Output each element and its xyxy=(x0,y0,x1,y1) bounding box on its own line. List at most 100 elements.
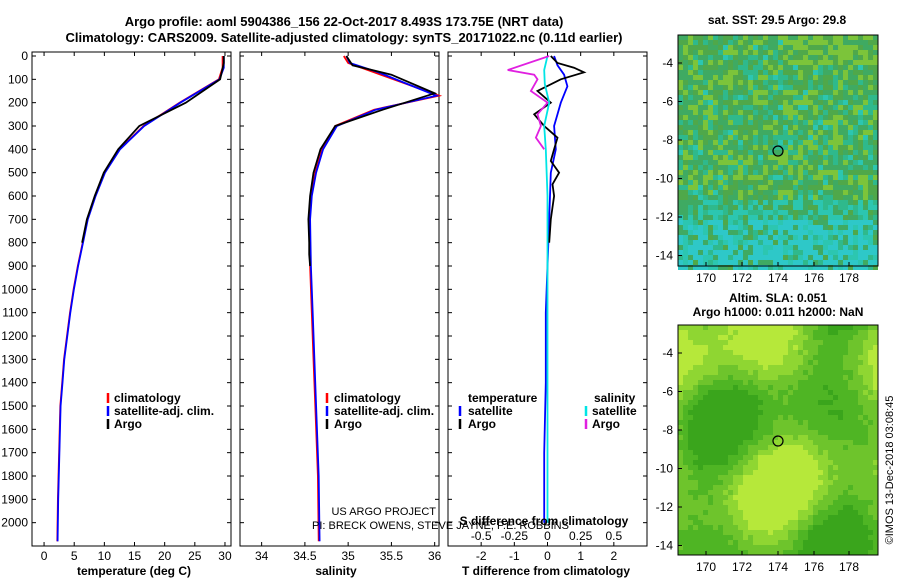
map-cell xyxy=(743,95,748,100)
map-cell xyxy=(823,195,828,200)
map-cell xyxy=(718,55,723,60)
map-cell xyxy=(738,60,743,65)
map-cell xyxy=(708,215,713,220)
map-cell xyxy=(818,465,823,470)
map-cell xyxy=(698,420,703,425)
map-cell xyxy=(793,195,798,200)
map-cell xyxy=(733,520,738,525)
map-cell xyxy=(848,160,853,165)
map-cell xyxy=(788,95,793,100)
map-cell xyxy=(808,235,813,240)
map-cell xyxy=(688,540,693,545)
map-cell xyxy=(843,205,848,210)
map-cell xyxy=(728,495,733,500)
map-cell xyxy=(753,250,758,255)
map-cell xyxy=(793,225,798,230)
map-cell xyxy=(868,455,873,460)
map-cell xyxy=(763,175,768,180)
map-cell xyxy=(733,50,738,55)
map-cell xyxy=(823,220,828,225)
map-cell xyxy=(863,135,868,140)
map-cell xyxy=(683,260,688,265)
map-cell xyxy=(693,480,698,485)
map-cell xyxy=(873,110,878,115)
map-cell xyxy=(738,530,743,535)
map-cell xyxy=(758,55,763,60)
map-cell xyxy=(768,230,773,235)
map-cell xyxy=(848,230,853,235)
map-cell xyxy=(703,130,708,135)
map-cell xyxy=(758,195,763,200)
x-tick-label: 2 xyxy=(610,549,617,563)
map-cell xyxy=(683,335,688,340)
map-cell xyxy=(698,510,703,515)
map-cell xyxy=(718,480,723,485)
map-cell xyxy=(763,335,768,340)
map-cell xyxy=(788,355,793,360)
map-cell xyxy=(728,80,733,85)
map-cell xyxy=(818,65,823,70)
map-cell xyxy=(703,505,708,510)
map-cell xyxy=(843,235,848,240)
map-cell xyxy=(848,410,853,415)
map-cell xyxy=(838,90,843,95)
map-cell xyxy=(793,515,798,520)
map-cell xyxy=(748,65,753,70)
map-cell xyxy=(863,95,868,100)
map-cell xyxy=(833,535,838,540)
map-cell xyxy=(703,170,708,175)
map-cell xyxy=(723,110,728,115)
map-cell xyxy=(708,200,713,205)
map-cell xyxy=(733,500,738,505)
map-cell xyxy=(748,190,753,195)
map-cell xyxy=(873,160,878,165)
map-cell xyxy=(793,435,798,440)
map-cell xyxy=(793,420,798,425)
map-cell xyxy=(778,550,783,555)
map-cell xyxy=(818,170,823,175)
map-cell xyxy=(793,440,798,445)
map-cell xyxy=(718,355,723,360)
map-cell xyxy=(808,100,813,105)
map-cell xyxy=(858,150,863,155)
map-cell xyxy=(678,500,683,505)
map-cell xyxy=(758,210,763,215)
map-cell xyxy=(733,70,738,75)
map-cell xyxy=(793,160,798,165)
map-cell xyxy=(873,490,878,495)
map-cell xyxy=(708,325,713,330)
map-cell xyxy=(823,550,828,555)
legend-argo-label: Argo xyxy=(114,417,142,431)
map-cell xyxy=(798,495,803,500)
map-cell xyxy=(743,460,748,465)
map-cell xyxy=(743,425,748,430)
map-cell xyxy=(738,190,743,195)
map-cell xyxy=(753,210,758,215)
map-cell xyxy=(823,470,828,475)
map-cell xyxy=(833,340,838,345)
map-cell xyxy=(808,260,813,265)
map-cell xyxy=(833,60,838,65)
map-cell xyxy=(848,70,853,75)
map-cell xyxy=(688,480,693,485)
map-cell xyxy=(868,360,873,365)
map-cell xyxy=(718,250,723,255)
map-cell xyxy=(798,170,803,175)
map-cell xyxy=(853,365,858,370)
map-cell xyxy=(818,525,823,530)
map-cell xyxy=(803,195,808,200)
map-cell xyxy=(863,375,868,380)
map-cell xyxy=(788,385,793,390)
map-cell xyxy=(698,220,703,225)
map-cell xyxy=(843,265,848,270)
map-cell xyxy=(818,520,823,525)
map-cell xyxy=(728,480,733,485)
map-cell xyxy=(843,165,848,170)
map-cell xyxy=(858,440,863,445)
map-cell xyxy=(818,410,823,415)
map-cell xyxy=(818,390,823,395)
map-cell xyxy=(848,210,853,215)
map-cell xyxy=(763,365,768,370)
map-cell xyxy=(713,325,718,330)
map-cell xyxy=(768,400,773,405)
